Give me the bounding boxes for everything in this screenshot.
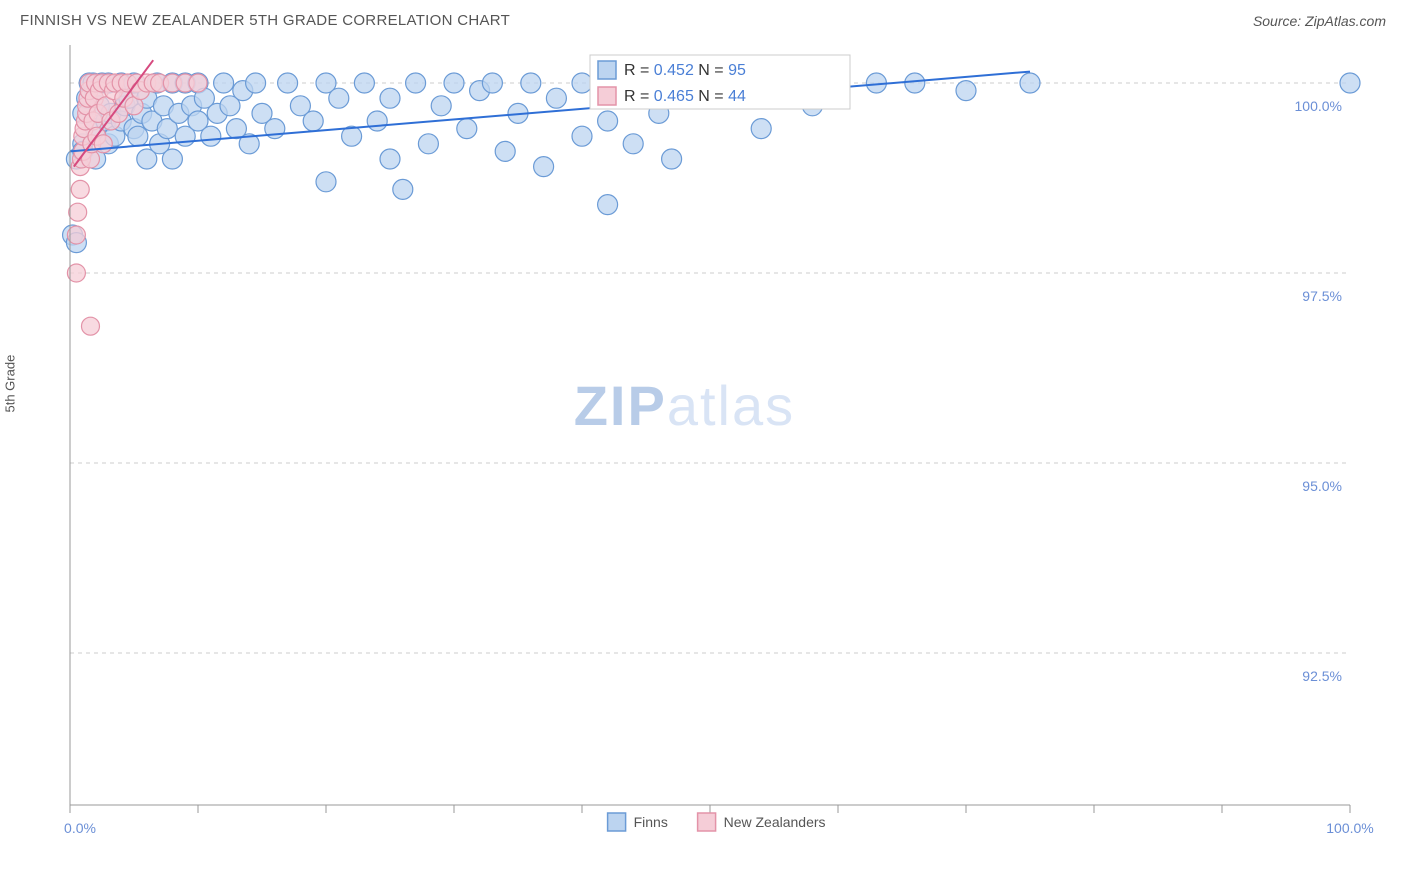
chart-title: FINNISH VS NEW ZEALANDER 5TH GRADE CORRE… (20, 12, 510, 29)
y-tick-label: 92.5% (1302, 668, 1342, 684)
data-point (69, 203, 87, 221)
legend-swatch (598, 61, 616, 79)
data-point (905, 73, 925, 93)
data-point (495, 141, 515, 161)
legend-swatch (608, 813, 626, 831)
y-tick-label: 95.0% (1302, 478, 1342, 494)
data-point (128, 126, 148, 146)
data-point (354, 73, 374, 93)
source-label: Source: ZipAtlas.com (1253, 13, 1386, 29)
data-point (546, 88, 566, 108)
data-point (162, 149, 182, 169)
x-tick-label: 0.0% (64, 820, 96, 835)
data-point (81, 317, 99, 335)
legend-swatch (698, 813, 716, 831)
data-point (201, 126, 221, 146)
data-point (71, 180, 89, 198)
data-point (406, 73, 426, 93)
y-tick-label: 97.5% (1302, 288, 1342, 304)
data-point (380, 149, 400, 169)
y-tick-label: 100.0% (1295, 98, 1342, 114)
legend-swatch (598, 87, 616, 105)
stats-row: R = 0.452 N = 95 (624, 62, 746, 79)
data-point (521, 73, 541, 93)
data-point (457, 119, 477, 139)
data-point (444, 73, 464, 93)
data-point (956, 81, 976, 101)
data-point (482, 73, 502, 93)
data-point (278, 73, 298, 93)
data-point (1020, 73, 1040, 93)
data-point (572, 126, 592, 146)
data-point (189, 74, 207, 92)
data-point (1340, 73, 1360, 93)
data-point (380, 88, 400, 108)
data-point (214, 73, 234, 93)
data-point (431, 96, 451, 116)
data-point (418, 134, 438, 154)
scatter-chart: 92.5% 95.0% 97.5% 100.0% ZIPatlas 0.0% 100.0% R… (50, 35, 1386, 835)
data-point (316, 172, 336, 192)
data-point (329, 88, 349, 108)
watermark: ZIPatlas (574, 374, 795, 437)
data-point (623, 134, 643, 154)
header: FINNISH VS NEW ZEALANDER 5TH GRADE CORRE… (0, 0, 1406, 35)
data-point (662, 149, 682, 169)
data-point (534, 157, 554, 177)
x-tick-label: 100.0% (1326, 820, 1373, 835)
data-point (246, 73, 266, 93)
data-point (751, 119, 771, 139)
y-axis-label: 5th Grade (3, 355, 18, 413)
data-point (367, 111, 387, 131)
data-point (598, 195, 618, 215)
chart-container: 5th Grade 92.5%95.0%97.5%100.0%ZIPatlas0… (20, 35, 1386, 855)
data-point (598, 111, 618, 131)
data-point (393, 179, 413, 199)
stats-row: R = 0.465 N = 44 (624, 88, 746, 105)
data-point (303, 111, 323, 131)
legend-label: New Zealanders (724, 814, 826, 830)
data-point (572, 73, 592, 93)
legend-label: Finns (634, 814, 668, 830)
